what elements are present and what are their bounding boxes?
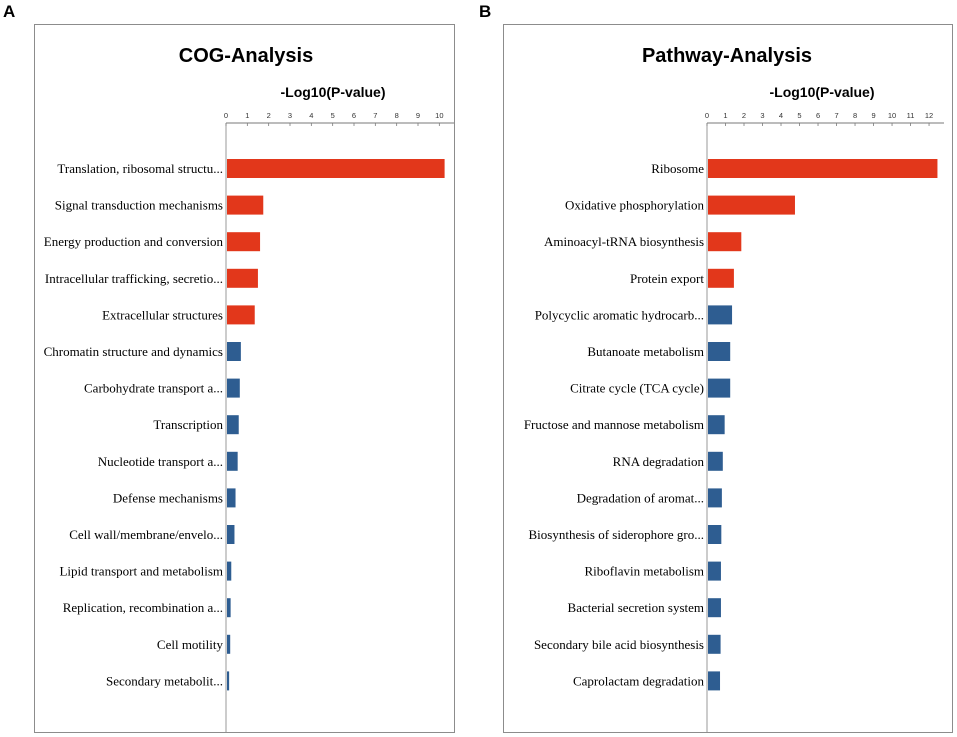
x-tick-label: 10 [435, 111, 443, 120]
panel-b-frame: Pathway-Analysis -Log10(P-value) 0 1 2 3 4 5 6 7 8… [503, 24, 953, 733]
x-tick-label: 8 [853, 111, 857, 120]
x-tick-label: 6 [352, 111, 356, 120]
bar [227, 561, 232, 581]
x-tick-label: 4 [309, 111, 313, 120]
chart-title: COG-Analysis [179, 45, 313, 67]
category-label: Defense mechanisms [113, 490, 223, 505]
category-label: Replication, recombination a... [63, 600, 223, 615]
bar [708, 671, 721, 691]
category-label: Secondary metabolit... [106, 673, 223, 688]
category-label: Aminoacyl-tRNA biosynthesis [544, 234, 704, 249]
category-label: Protein export [630, 271, 704, 286]
x-axis-label: -Log10(P-value) [280, 84, 385, 100]
panel-letter-a: A [3, 2, 16, 21]
category-label: Nucleotide transport a... [98, 454, 223, 469]
x-axis-label: -Log10(P-value) [769, 84, 874, 100]
x-tick-label: 6 [816, 111, 820, 120]
x-tick-label: 5 [331, 111, 335, 120]
category-label: Extracellular structures [102, 307, 223, 322]
category-label: Bacterial secretion system [568, 600, 704, 615]
category-label: Degradation of aromat... [577, 490, 704, 505]
bar [227, 451, 238, 471]
bar [708, 305, 733, 325]
category-label: Citrate cycle (TCA cycle) [570, 381, 704, 396]
bar [227, 415, 239, 435]
category-label: Translation, ribosomal structu... [57, 161, 223, 176]
category-label: Intracellular trafficking, secretio... [45, 271, 223, 286]
bar [227, 671, 230, 691]
bar [708, 415, 725, 435]
bar [227, 598, 231, 618]
category-label: Chromatin structure and dynamics [44, 344, 223, 359]
x-tick-label: 12 [925, 111, 933, 120]
x-tick-label: 7 [834, 111, 838, 120]
bar [708, 195, 795, 215]
bar [708, 232, 742, 252]
category-label: Riboflavin metabolism [584, 564, 704, 579]
bar [227, 232, 261, 252]
bar [708, 598, 721, 618]
bar [708, 378, 731, 398]
category-label: Carbohydrate transport a... [84, 381, 223, 396]
bar [708, 525, 722, 544]
bar [708, 634, 721, 654]
category-label: Ribosome [651, 161, 704, 176]
bar [227, 378, 240, 398]
x-tick-label: 0 [705, 111, 709, 120]
x-tick-label: 1 [245, 111, 249, 120]
bar [227, 525, 235, 544]
category-label: Transcription [153, 417, 223, 432]
bar [708, 561, 721, 581]
category-label: Fructose and mannose metabolism [524, 417, 704, 432]
panel-letter-b: B [479, 2, 492, 21]
x-tick-label: 7 [373, 111, 377, 120]
category-label: Secondary bile acid biosynthesis [534, 637, 704, 652]
chart-title: Pathway-Analysis [642, 45, 812, 67]
category-label: Butanoate metabolism [587, 344, 704, 359]
x-tick-label: 11 [907, 111, 915, 120]
bar [708, 451, 723, 471]
bar [708, 268, 734, 288]
category-label: Biosynthesis of siderophore gro... [529, 527, 704, 542]
bar [708, 159, 938, 178]
category-label: Cell wall/membrane/envelo... [69, 527, 223, 542]
bar [227, 159, 445, 178]
bar [227, 634, 231, 654]
bar [708, 488, 722, 508]
pathway-analysis-chart: Pathway-Analysis-Log10(P-value)0 1 2 3 4 5 6 7 8… [524, 45, 944, 732]
bar [708, 342, 731, 361]
x-tick-label: 9 [416, 111, 420, 120]
x-tick-label: 2 [267, 111, 271, 120]
x-tick-label: 3 [760, 111, 764, 120]
x-tick-label: 8 [395, 111, 399, 120]
x-tick-label: 2 [742, 111, 746, 120]
bar [227, 268, 258, 288]
category-label: Oxidative phosphorylation [565, 198, 705, 213]
category-label: Signal transduction mechanisms [55, 198, 223, 213]
x-tick-label: 3 [288, 111, 292, 120]
bar [227, 488, 236, 508]
panel-a-frame: COG-Analysis -Log10(P-value) 0 1 2 3 4 5 6 7 8 9 10 T… [34, 24, 455, 733]
cog-analysis-chart: COG-Analysis -Log10(P-value) 0 1 2 3 4 5 6 7 8 9 10 T… [44, 45, 454, 732]
category-label: RNA degradation [613, 454, 705, 469]
x-tick-label: 10 [888, 111, 896, 120]
bar [227, 305, 255, 325]
category-label: Cell motility [157, 637, 224, 652]
bar [227, 195, 264, 215]
x-tick-label: 4 [779, 111, 783, 120]
x-tick-label: 0 [224, 111, 228, 120]
x-tick-label: 1 [723, 111, 727, 120]
category-label: Energy production and conversion [44, 234, 224, 249]
category-label: Caprolactam degradation [573, 673, 705, 688]
category-label: Lipid transport and metabolism [59, 564, 223, 579]
category-label: Polycyclic aromatic hydrocarb... [535, 307, 704, 322]
bar [227, 342, 241, 361]
x-tick-label: 5 [797, 111, 801, 120]
x-tick-label: 9 [871, 111, 875, 120]
